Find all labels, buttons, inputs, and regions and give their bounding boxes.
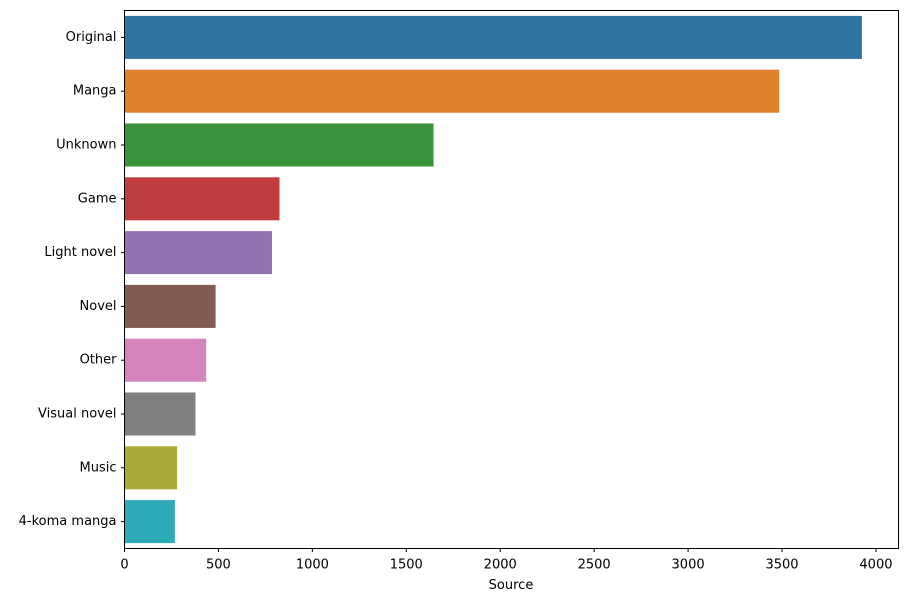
y-tick-label: Other xyxy=(80,353,118,368)
y-tick-label: Original xyxy=(66,30,117,45)
bar-novel xyxy=(124,284,216,328)
bars-group xyxy=(124,15,862,544)
bar-visual-novel xyxy=(124,392,196,436)
bar-other xyxy=(124,338,207,382)
y-tick-label: Music xyxy=(80,460,117,475)
bar-light-novel xyxy=(124,231,272,275)
bar-unknown xyxy=(124,123,434,167)
bar-game xyxy=(124,177,280,221)
bar-manga xyxy=(124,69,780,113)
x-tick-label: 2500 xyxy=(578,558,611,573)
x-tick-label: 0 xyxy=(120,558,128,573)
y-tick-label: Novel xyxy=(80,299,117,314)
x-tick-label: 2000 xyxy=(484,558,517,573)
y-tick-label: Game xyxy=(78,191,117,206)
x-axis-label: Source xyxy=(489,578,534,593)
x-tick-label: 3500 xyxy=(765,558,798,573)
plot-frame xyxy=(124,10,899,549)
y-axis: Original Manga Unknown Game Light novel Novel… xyxy=(19,30,125,529)
bar-4-koma-manga xyxy=(124,500,175,544)
x-tick-label: 4000 xyxy=(859,558,892,573)
bar-music xyxy=(124,446,178,490)
x-tick-label: 3000 xyxy=(672,558,705,573)
y-tick-label: Unknown xyxy=(56,138,116,153)
y-tick-label: Manga xyxy=(73,84,117,99)
bar-original xyxy=(124,15,862,59)
x-tick-label: 1000 xyxy=(296,558,329,573)
x-axis: 0 500 1000 1500 2000 2500 3000 3500 4000 xyxy=(120,548,893,573)
y-tick-label: Light novel xyxy=(44,245,116,260)
y-tick-label: Visual novel xyxy=(38,407,116,422)
x-tick-label: 1500 xyxy=(390,558,423,573)
y-tick-label: 4-koma manga xyxy=(19,514,117,529)
x-tick-label: 500 xyxy=(206,558,231,573)
